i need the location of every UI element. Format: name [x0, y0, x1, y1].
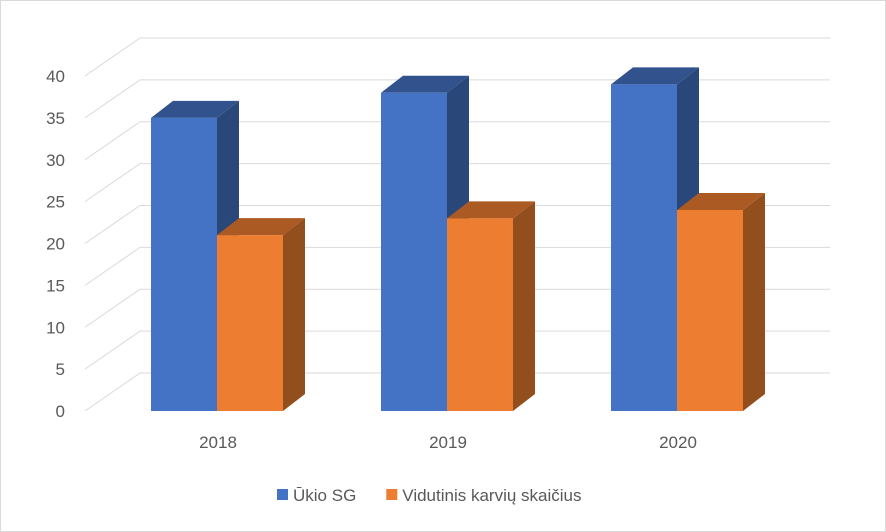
bar-2019-vidutinis-karviu-skaicius	[447, 201, 535, 411]
x-tick-label: 2018	[199, 433, 237, 452]
gridline-diagonal	[84, 288, 141, 328]
gridline-diagonal	[84, 37, 141, 77]
gridline-diagonal	[84, 121, 141, 161]
y-tick-label: 35	[46, 109, 65, 128]
gridline-diagonal	[84, 205, 141, 244]
y-axis-ticks: 0 5 10 15 20 25 30 35 40	[46, 67, 65, 421]
x-tick-label: 2020	[659, 433, 697, 452]
y-tick-label: 0	[56, 402, 65, 421]
bar-2020-vidutinis-karviu-skaicius	[677, 193, 765, 411]
gridline-diagonal	[84, 246, 141, 286]
x-tick-label: 2019	[429, 433, 467, 452]
bar-top	[677, 193, 765, 210]
bar-top	[217, 218, 305, 236]
bar-side	[743, 193, 765, 411]
gridline-diagonal	[84, 372, 141, 412]
y-tick-label: 30	[46, 151, 65, 170]
legend-item: Ūkio SG	[277, 486, 356, 505]
y-tick-label: 25	[46, 193, 65, 212]
legend-swatch	[386, 489, 398, 500]
x-axis-ticks: 2018 2019 2020	[199, 433, 697, 452]
bar-front	[611, 84, 677, 411]
bars	[151, 67, 765, 411]
bar-front	[217, 235, 283, 411]
gridline-diagonal	[84, 79, 141, 119]
gridline-diagonal	[84, 163, 141, 203]
bar-top	[447, 201, 535, 219]
y-tick-label: 15	[46, 276, 65, 295]
legend: Ūkio SG Vidutinis karvių skaičius	[277, 486, 582, 505]
bar-side	[283, 218, 305, 411]
bar-top	[381, 75, 469, 93]
bar-top	[611, 67, 699, 85]
bar-top	[151, 100, 239, 118]
legend-item: Vidutinis karvių skaičius	[386, 486, 582, 505]
gridline-diagonal	[84, 330, 141, 370]
y-tick-label: 10	[46, 318, 65, 337]
bar-2018-vidutinis-karviu-skaicius	[217, 218, 305, 411]
bar-side	[513, 201, 535, 411]
y-tick-label: 40	[46, 67, 65, 86]
y-tick-label: 20	[46, 235, 65, 254]
y-tick-label: 5	[56, 360, 65, 379]
legend-label: Vidutinis karvių skaičius	[402, 486, 581, 505]
legend-label: Ūkio SG	[293, 486, 356, 505]
bar-front	[677, 210, 743, 411]
bar-front	[381, 92, 447, 411]
bar-front	[447, 218, 513, 411]
bar-2020-ukio-sg	[611, 67, 699, 411]
bar-front	[151, 117, 217, 411]
legend-swatch	[277, 489, 288, 500]
